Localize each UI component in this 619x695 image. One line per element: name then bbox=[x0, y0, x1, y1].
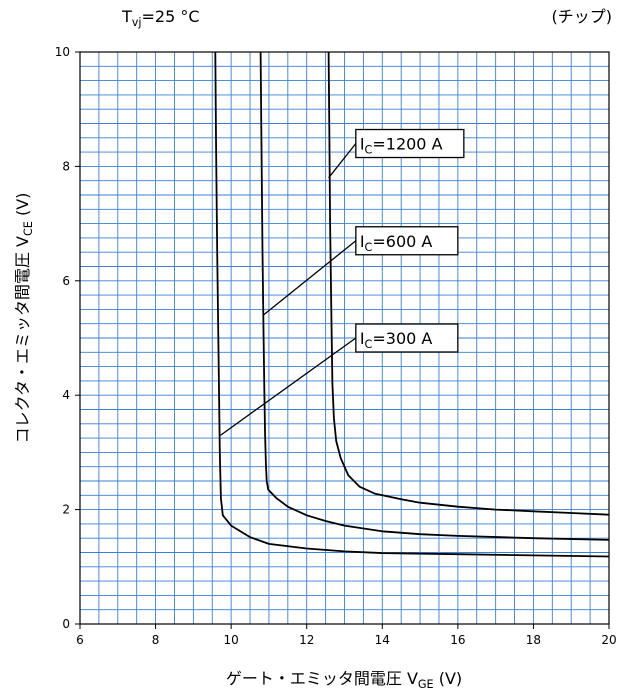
header-left-label: Tvj=25 °C bbox=[121, 7, 200, 29]
annotation-box bbox=[355, 323, 459, 353]
y-axis-label: コレクタ・エミッタ間電圧 VCE (V) bbox=[13, 193, 35, 444]
axes-frame bbox=[79, 51, 610, 625]
series-group bbox=[214, 51, 610, 558]
y-tick-label: 4 bbox=[62, 388, 70, 402]
annotation-box bbox=[355, 128, 465, 159]
x-tick-label: 20 bbox=[601, 633, 616, 647]
header-right-label: (チップ) bbox=[552, 7, 613, 26]
x-tick-label: 6 bbox=[76, 633, 84, 647]
annotation-box bbox=[355, 226, 459, 256]
x-axis-label: ゲート・エミッタ間電圧 VGE (V) bbox=[226, 669, 462, 691]
y-tick-label: 2 bbox=[62, 503, 70, 517]
x-tick-label: 10 bbox=[224, 633, 239, 647]
y-tick-label: 6 bbox=[62, 274, 70, 288]
series-line-2 bbox=[259, 51, 610, 541]
annotation-leader-line bbox=[220, 337, 357, 436]
x-tick-label: 16 bbox=[450, 633, 465, 647]
series-line-1 bbox=[214, 51, 610, 558]
annotation-leader-line bbox=[262, 240, 357, 316]
annotation-leader-line bbox=[328, 143, 357, 179]
x-tick-label: 18 bbox=[526, 633, 541, 647]
x-tick-label: 14 bbox=[375, 633, 390, 647]
x-tick-label: 12 bbox=[299, 633, 314, 647]
series-line-3 bbox=[327, 51, 610, 516]
annotation-label: IC=300 A bbox=[360, 329, 433, 351]
y-tick-label: 10 bbox=[55, 45, 70, 59]
annotation-label: IC=600 A bbox=[360, 232, 433, 254]
annotation-label: IC=1200 A bbox=[360, 135, 443, 157]
y-tick-label: 8 bbox=[62, 159, 70, 173]
x-tick-label: 8 bbox=[152, 633, 160, 647]
y-tick-label: 0 bbox=[62, 617, 70, 631]
